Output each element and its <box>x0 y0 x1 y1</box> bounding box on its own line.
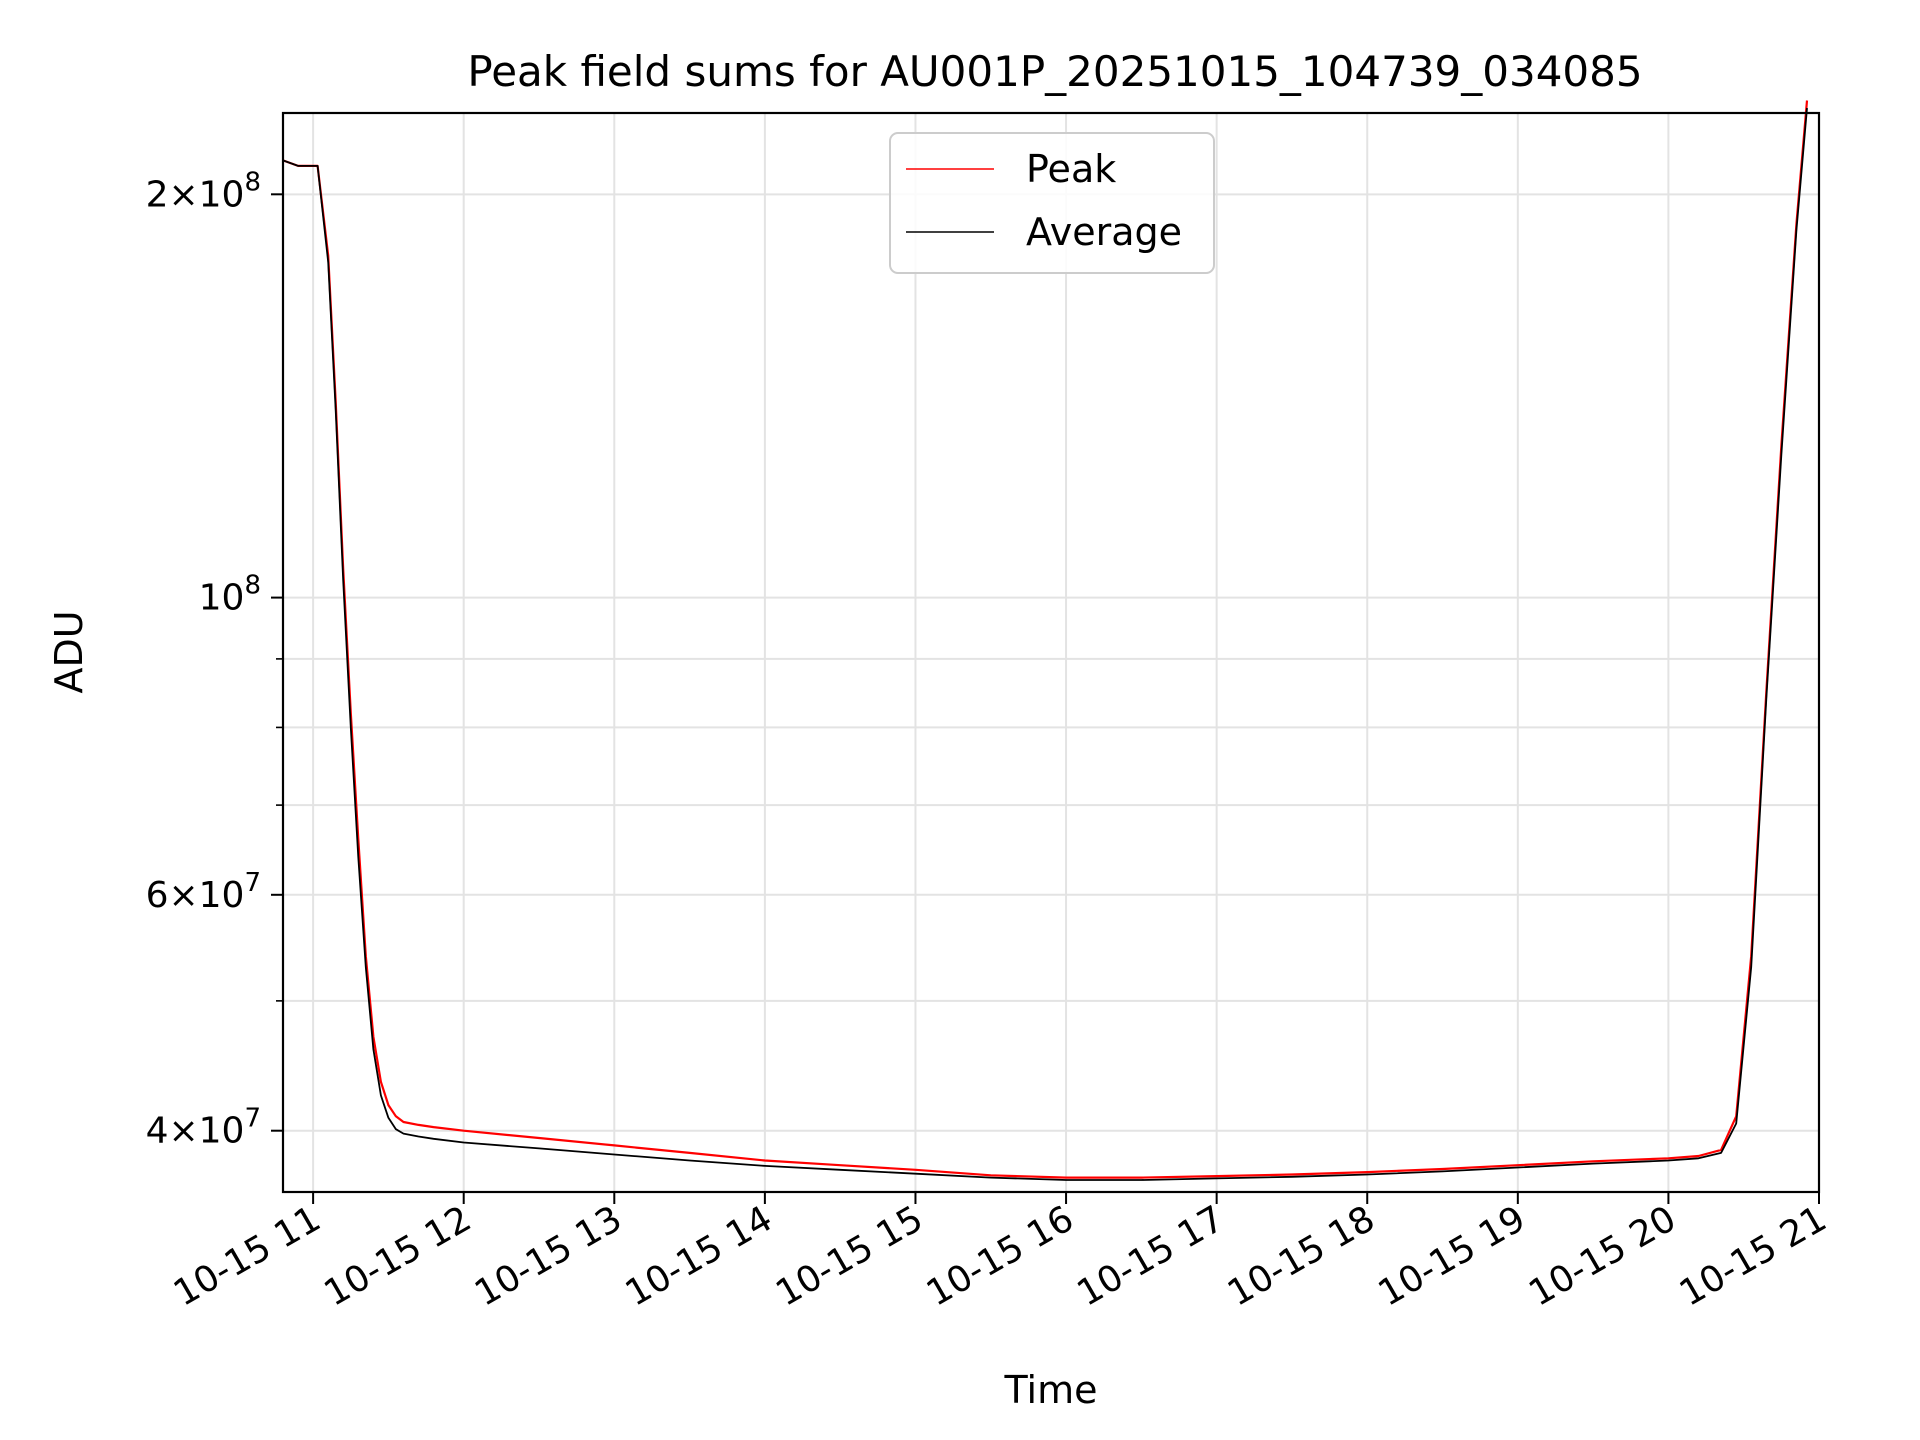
y-tick-label: 108 <box>199 571 261 619</box>
series-line-average <box>282 107 1808 1181</box>
legend-peak-label: Peak <box>1026 147 1116 191</box>
y-tick-exponent: 7 <box>244 868 261 898</box>
y-tick-exponent: 8 <box>244 571 261 601</box>
y-axis-label: ADU <box>47 610 91 693</box>
series-layer <box>282 100 1809 1181</box>
y-tick-mantissa: 6×10 <box>146 875 245 916</box>
y-tick-exponent: 7 <box>244 1104 261 1134</box>
legend-average-label: Average <box>1026 210 1182 254</box>
series-line-peak <box>282 100 1809 1179</box>
y-tick-mantissa: 4×10 <box>146 1111 245 1152</box>
y-tick-mantissa: 10 <box>199 578 245 619</box>
y-tick-exponent: 8 <box>244 167 261 197</box>
y-tick-label: 2×108 <box>146 167 261 215</box>
legend: Peak Average <box>889 132 1215 274</box>
x-axis-label: Time <box>1004 1368 1098 1412</box>
legend-box <box>889 132 1215 274</box>
plot-frame <box>281 111 1821 1194</box>
y-tick-label: 4×107 <box>146 1104 261 1152</box>
y-tick-mantissa: 2×10 <box>146 174 245 215</box>
chart-title: Peak field sums for AU001P_20251015_1047… <box>467 47 1642 96</box>
y-tick-label: 6×107 <box>146 868 261 916</box>
